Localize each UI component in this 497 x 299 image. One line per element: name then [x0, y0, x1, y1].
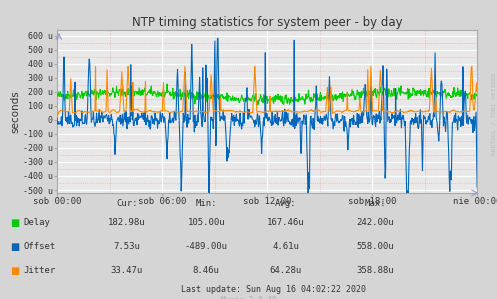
Text: Avg:: Avg:	[275, 199, 297, 208]
Text: Max:: Max:	[364, 199, 386, 208]
Text: -489.00u: -489.00u	[185, 242, 228, 251]
Text: Munin 2.0.49: Munin 2.0.49	[221, 296, 276, 299]
Text: 242.00u: 242.00u	[356, 218, 394, 227]
Text: Min:: Min:	[195, 199, 217, 208]
Text: 182.98u: 182.98u	[108, 218, 146, 227]
Text: 558.00u: 558.00u	[356, 242, 394, 251]
Text: Offset: Offset	[24, 242, 56, 251]
Text: Last update: Sun Aug 16 04:02:22 2020: Last update: Sun Aug 16 04:02:22 2020	[181, 285, 366, 294]
Text: ■: ■	[10, 218, 19, 228]
Text: 8.46u: 8.46u	[193, 266, 220, 275]
Text: Jitter: Jitter	[24, 266, 56, 275]
Text: 4.61u: 4.61u	[272, 242, 299, 251]
Text: 358.88u: 358.88u	[356, 266, 394, 275]
Text: ■: ■	[10, 242, 19, 252]
Text: 167.46u: 167.46u	[267, 218, 305, 227]
Text: Delay: Delay	[24, 218, 51, 227]
Text: Cur:: Cur:	[116, 199, 138, 208]
Text: 105.00u: 105.00u	[187, 218, 225, 227]
Text: RRDTOOL / TOBI OETIKER: RRDTOOL / TOBI OETIKER	[491, 72, 496, 155]
Y-axis label: seconds: seconds	[10, 90, 20, 133]
Text: 33.47u: 33.47u	[111, 266, 143, 275]
Text: 7.53u: 7.53u	[113, 242, 140, 251]
Text: ■: ■	[10, 266, 19, 276]
Text: 64.28u: 64.28u	[270, 266, 302, 275]
Title: NTP timing statistics for system peer - by day: NTP timing statistics for system peer - …	[132, 16, 403, 29]
